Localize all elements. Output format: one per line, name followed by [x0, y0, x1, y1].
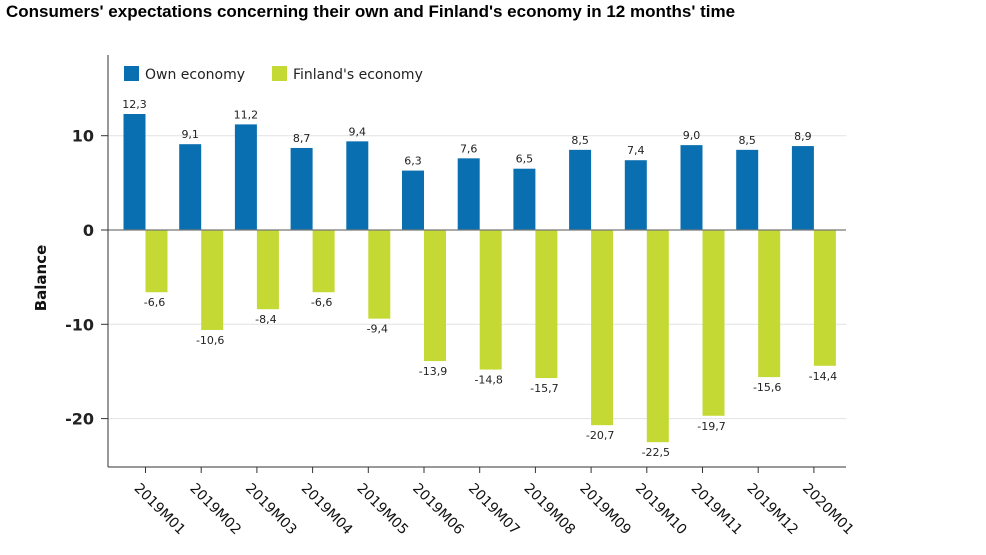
- bar-own-economy: [402, 170, 424, 230]
- legend-swatch-own-economy: [124, 66, 139, 81]
- data-label-own-economy: 8,7: [293, 132, 311, 145]
- x-tick-label: 2019M06: [409, 481, 467, 539]
- data-label-finlands-economy: -15,6: [753, 381, 781, 394]
- bar-finlands-economy: [702, 230, 725, 416]
- bar-own-economy: [179, 144, 202, 230]
- x-tick-label: 2019M03: [242, 481, 300, 539]
- data-label-own-economy: 8,9: [794, 130, 812, 143]
- data-label-finlands-economy: -6,6: [311, 296, 332, 309]
- data-label-finlands-economy: -20,7: [586, 429, 614, 442]
- data-label-own-economy: 6,3: [404, 155, 422, 168]
- data-label-finlands-economy: -10,6: [196, 334, 224, 347]
- data-label-finlands-economy: -14,8: [474, 374, 502, 387]
- data-label-own-economy: 12,3: [122, 98, 147, 111]
- x-tick-label: 2019M05: [353, 481, 411, 539]
- x-tick-label: 2019M01: [131, 481, 189, 539]
- bar-finlands-economy: [758, 230, 781, 378]
- data-label-finlands-economy: -8,4: [255, 313, 276, 326]
- x-tick-label: 2019M12: [743, 481, 801, 539]
- bar-own-economy: [457, 158, 480, 230]
- data-label-own-economy: 11,2: [234, 108, 259, 121]
- bar-own-economy: [569, 149, 592, 230]
- x-tick-label: 2019M10: [632, 481, 690, 539]
- legend-swatch-finlands-economy: [272, 66, 287, 81]
- data-label-finlands-economy: -6,6: [144, 296, 165, 309]
- legend-label-finlands-economy: Finland's economy: [293, 67, 423, 83]
- data-label-own-economy: 6,5: [516, 153, 534, 166]
- data-label-finlands-economy: -13,9: [419, 365, 447, 378]
- y-tick-label: 0: [83, 221, 94, 240]
- y-tick-label: -10: [65, 315, 94, 334]
- bar-finlands-economy: [201, 230, 224, 330]
- chart-title: Consumers' expectations concerning their…: [6, 2, 736, 21]
- data-label-own-economy: 7,6: [460, 142, 478, 155]
- bar-own-economy: [123, 114, 146, 230]
- y-tick-label: -20: [65, 410, 94, 429]
- x-tick-label: 2019M08: [521, 481, 579, 539]
- y-axis-title: Balance: [32, 245, 50, 312]
- bar-finlands-economy: [535, 230, 558, 379]
- data-label-finlands-economy: -19,7: [697, 420, 725, 433]
- bar-finlands-economy: [368, 230, 391, 319]
- legend-label-own-economy: Own economy: [145, 67, 245, 83]
- data-label-own-economy: 8,5: [738, 134, 756, 147]
- bar-finlands-economy: [591, 230, 614, 426]
- data-label-own-economy: 9,0: [683, 129, 701, 142]
- data-labels: 12,3 -6,6 9,1 -10,6 11,2 -8,4 8,7 -6,6 9,4 -9,4 6,…: [122, 98, 837, 459]
- bar-own-economy: [234, 124, 257, 230]
- data-label-own-economy: 8,5: [571, 134, 589, 147]
- bar-finlands-economy: [312, 230, 335, 293]
- data-label-finlands-economy: -15,7: [530, 382, 558, 395]
- bar-finlands-economy: [145, 230, 168, 293]
- data-label-finlands-economy: -9,4: [367, 323, 388, 336]
- bar-finlands-economy: [813, 230, 836, 366]
- bar-finlands-economy: [646, 230, 669, 443]
- x-tick-label: 2019M04: [298, 481, 356, 539]
- bar-own-economy: [346, 141, 369, 230]
- data-label-finlands-economy: -14,4: [809, 370, 837, 383]
- bars: [123, 114, 836, 443]
- legend: Own economy Finland's economy: [124, 66, 423, 83]
- x-tick-label: 2020M01: [799, 481, 857, 539]
- bar-own-economy: [680, 145, 703, 230]
- data-label-own-economy: 9,4: [349, 125, 367, 138]
- data-label-own-economy: 7,4: [627, 144, 645, 157]
- data-label-finlands-economy: -22,5: [642, 446, 670, 459]
- bar-own-economy: [736, 149, 759, 230]
- data-label-own-economy: 9,1: [181, 128, 199, 141]
- bar-finlands-economy: [479, 230, 502, 370]
- y-tick-label: 10: [72, 127, 94, 146]
- bar-own-economy: [290, 147, 313, 230]
- x-tick-label: 2019M11: [688, 481, 746, 539]
- bar-own-economy: [513, 168, 536, 230]
- bar-finlands-economy: [424, 230, 446, 362]
- x-tick-label: 2019M09: [576, 481, 634, 539]
- bar-finlands-economy: [256, 230, 279, 310]
- bar-own-economy: [791, 146, 814, 230]
- bar-own-economy: [624, 160, 647, 230]
- x-tick-label: 2019M07: [465, 481, 523, 539]
- x-tick-label: 2019M02: [186, 481, 244, 539]
